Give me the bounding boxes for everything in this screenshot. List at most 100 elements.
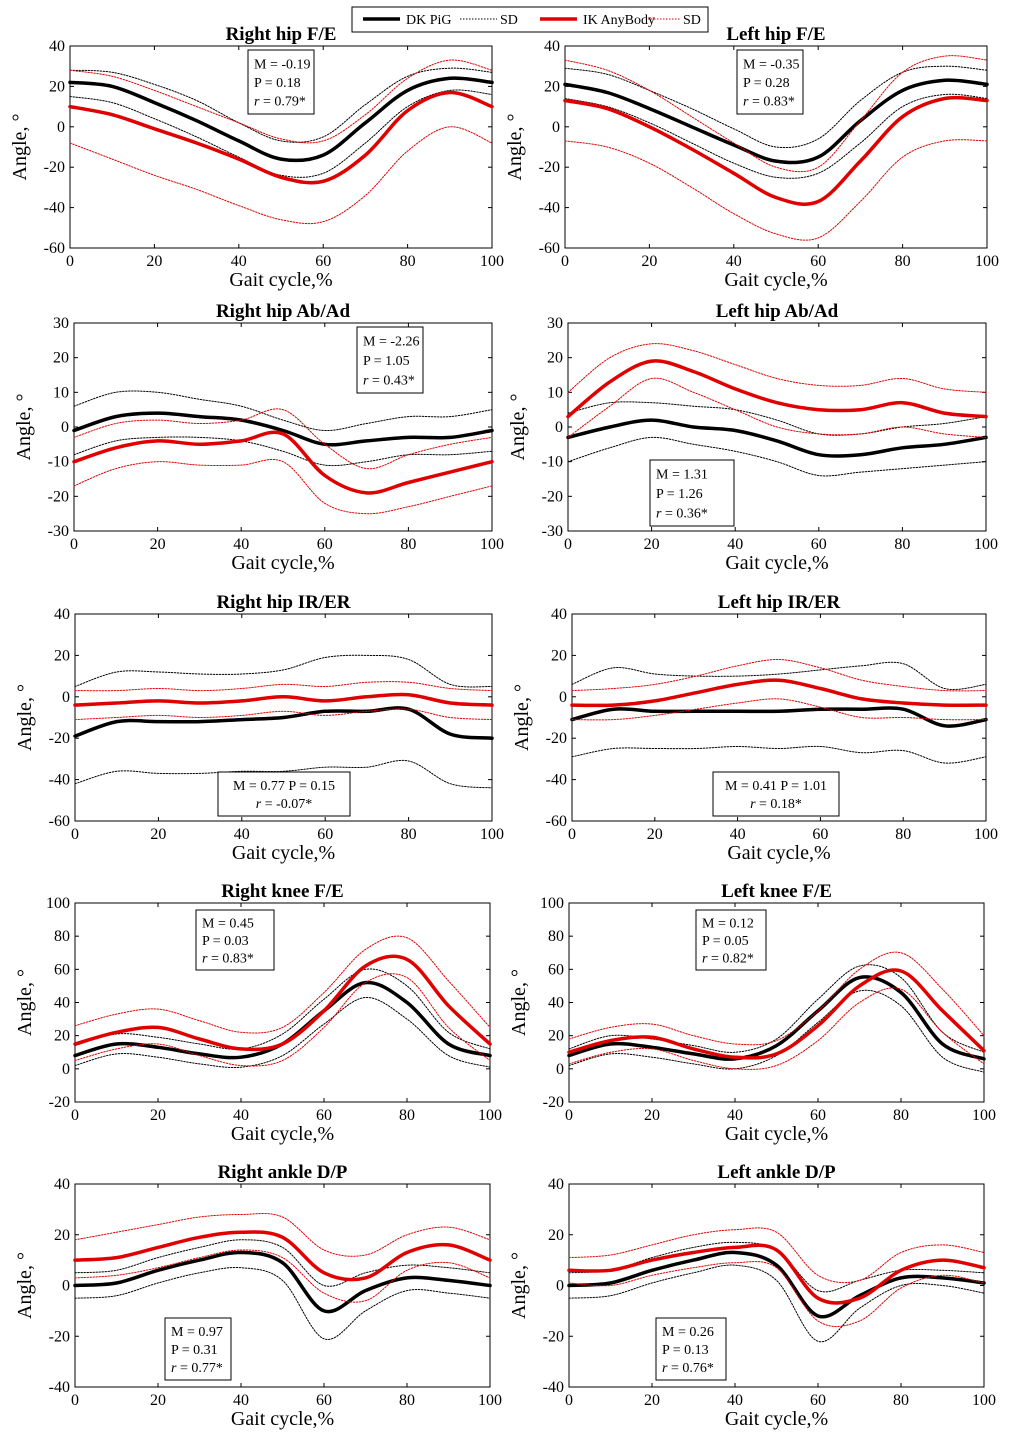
y-tick-label: -20: [49, 1094, 70, 1111]
stats-box: [164, 1317, 232, 1381]
plot-frame: [571, 613, 987, 822]
dk-pig-line: [566, 418, 988, 458]
y-tick-label: -40: [44, 200, 65, 217]
stats-line: P = 0.31: [171, 1343, 218, 1358]
ik-anybody-sd-line: [73, 408, 493, 470]
y-axis-label: Angle, °: [14, 969, 36, 1036]
x-tick-label: 80: [399, 1392, 415, 1409]
ik-anybody-sd-line: [69, 59, 493, 144]
ik-anybody-line: [563, 95, 989, 206]
dk-pig-sd-line: [564, 93, 988, 179]
dk-pig-sd-line: [571, 661, 987, 690]
dk-pig-line: [73, 980, 492, 1060]
legend-label-anybody: IK AnyBody: [583, 13, 655, 28]
y-tick-label: 10: [547, 384, 563, 401]
x-tick-label: 40: [234, 826, 250, 843]
stats-line: M = -2.26: [363, 335, 420, 350]
ik-anybody-line: [566, 359, 988, 419]
chart-title: Right ankle D/P: [218, 1162, 348, 1183]
y-tick-label: 20: [547, 350, 563, 367]
y-tick-label: -20: [543, 1094, 564, 1111]
chart-title: Left ankle D/P: [717, 1162, 836, 1183]
x-axis-label: Gait cycle,%: [231, 1408, 334, 1430]
ik-anybody-sd-line: [568, 1261, 985, 1327]
x-tick-label: 60: [317, 826, 333, 843]
dk-pig-line: [563, 78, 989, 165]
stats-line: r = -0.07*: [256, 797, 313, 812]
x-tick-label: 20: [641, 253, 657, 270]
y-tick-label: 0: [62, 1061, 70, 1078]
y-tick-label: 20: [551, 647, 567, 664]
y-axis-label: Angle, °: [13, 394, 35, 461]
stats-line: r = 0.43*: [363, 373, 415, 388]
x-tick-label: 40: [727, 536, 743, 553]
plot-frame: [73, 322, 493, 532]
x-tick-label: 20: [644, 1392, 660, 1409]
x-tick-label: 60: [811, 536, 827, 553]
y-tick-label: 20: [548, 1227, 564, 1244]
x-tick-label: 0: [70, 536, 78, 553]
x-tick-label: 0: [565, 1107, 573, 1124]
y-tick-label: 0: [556, 1061, 564, 1078]
x-tick-label: 60: [810, 253, 826, 270]
dk-pig-sd-line: [571, 745, 987, 764]
panel-right-hip-ir-er: 0 20 40 60 80 100 -60 -40 -20 0 20 40 Right hip IR/E…: [14, 592, 504, 864]
stats-line: r = 0.36*: [656, 506, 708, 521]
x-tick-label: 0: [561, 253, 569, 270]
y-tick-label: 30: [547, 315, 563, 332]
y-tick-label: 40: [54, 606, 70, 623]
x-tick-label: 40: [730, 826, 746, 843]
dk-pig-sd-line: [568, 964, 985, 1053]
chart-title: Left hip F/E: [726, 24, 825, 45]
dk-pig-line: [570, 706, 988, 728]
ik-anybody-sd-line: [568, 1227, 985, 1284]
dk-pig-sd-line: [74, 996, 491, 1069]
ik-anybody-sd-line: [567, 377, 987, 438]
panel-left-hip-ab-ad: 0 20 40 60 80 100 -30 -20 -10 0 10 20 30 Left hip Ab/…: [507, 301, 998, 574]
stats-line: M = 0.45: [202, 917, 254, 932]
stats-box: [217, 771, 351, 817]
stats-line: r = 0.77*: [171, 1361, 223, 1376]
legend-label-pig-sd: SD: [500, 13, 518, 28]
stats-line: M = 0.77 P = 0.15: [233, 779, 335, 794]
y-tick-label: 0: [552, 119, 560, 136]
x-tick-label: 60: [317, 536, 333, 553]
dk-pig-sd-line: [568, 989, 985, 1073]
y-tick-label: -20: [542, 488, 563, 505]
y-tick-label: -20: [539, 159, 560, 176]
x-tick-label: 20: [150, 1107, 166, 1124]
x-tick-label: 80: [893, 1392, 909, 1409]
x-tick-label: 80: [895, 826, 911, 843]
panel-left-hip-f-e: 0 20 40 60 80 100 -60 -40 -20 0 20 40 Left hip F/E Ga…: [504, 24, 999, 291]
stats-line: M = 0.97: [171, 1325, 223, 1340]
x-tick-label: 100: [974, 536, 998, 553]
ik-anybody-sd-line: [74, 935, 491, 1034]
dk-pig-sd-line: [73, 436, 493, 467]
x-axis-label: Gait cycle,%: [231, 1123, 334, 1145]
y-tick-label: 60: [54, 961, 70, 978]
x-tick-label: 0: [565, 1392, 573, 1409]
plot-frame: [568, 902, 985, 1103]
y-tick-label: 20: [548, 1028, 564, 1045]
ik-anybody-line: [73, 1230, 492, 1282]
x-tick-label: 0: [564, 536, 572, 553]
x-tick-label: 100: [974, 826, 998, 843]
stats-line: M = 1.31: [656, 468, 708, 483]
x-tick-label: 0: [71, 826, 79, 843]
stats-box: [712, 771, 840, 817]
chart-title: Left knee F/E: [721, 881, 832, 902]
y-tick-label: -20: [546, 730, 567, 747]
x-tick-label: 100: [480, 253, 504, 270]
dk-pig-sd-line: [564, 65, 988, 149]
y-tick-label: 20: [54, 1227, 70, 1244]
x-tick-label: 40: [233, 536, 249, 553]
stats-line: M = 0.26: [662, 1325, 714, 1340]
panel-left-ankle-d-p: 0 20 40 60 80 100 -40 -20 0 20 40 Left ankle D/P Gai…: [508, 1162, 996, 1430]
x-tick-label: 60: [316, 1107, 332, 1124]
x-tick-label: 0: [71, 1392, 79, 1409]
y-tick-label: -40: [543, 1379, 564, 1396]
x-tick-label: 80: [895, 253, 911, 270]
chart-title: Left hip Ab/Ad: [716, 301, 839, 322]
ik-anybody-sd-line: [74, 681, 493, 692]
